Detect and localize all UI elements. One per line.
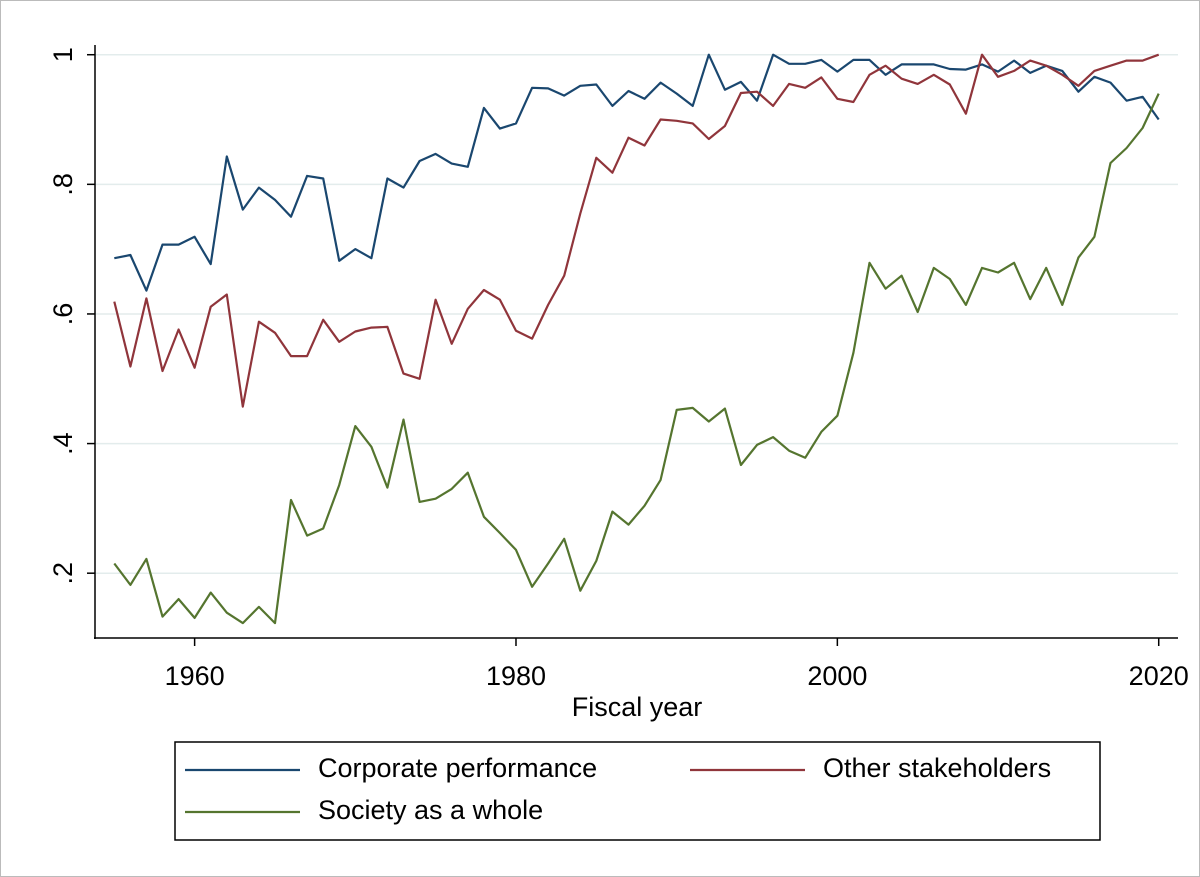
y-tick-label: .2 [48,562,78,585]
x-tick-label: 1960 [165,661,225,691]
x-tick-label: 2020 [1129,661,1189,691]
series-line [113,53,1160,408]
legend-label: Society as a whole [318,795,543,825]
x-tick-label: 2000 [807,661,867,691]
legend-label: Corporate performance [318,753,597,783]
x-tick-label: 1980 [486,661,546,691]
series-line [114,53,1160,292]
y-tick-label: 1 [48,47,78,62]
legend-box [174,741,1101,841]
legend-label: Other stakeholders [823,753,1051,783]
series-line [113,93,1160,625]
y-tick-label: .8 [48,173,78,196]
y-tick-label: .4 [48,432,78,455]
y-tick-label: .6 [48,303,78,326]
x-axis-label: Fiscal year [572,692,703,722]
